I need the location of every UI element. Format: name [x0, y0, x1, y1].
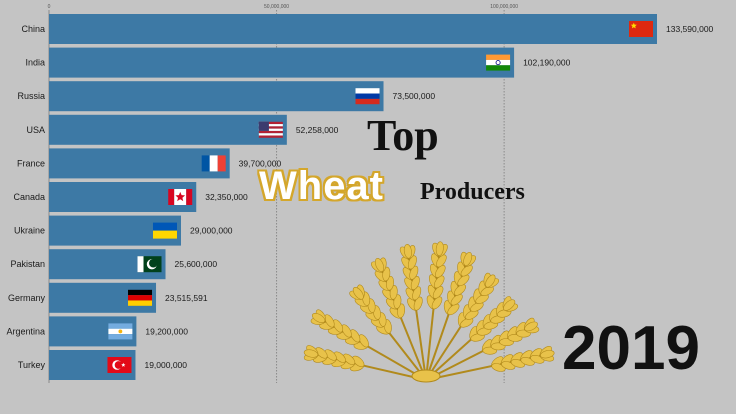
canada-flag-icon	[168, 189, 193, 205]
wheat-grain	[485, 274, 496, 288]
wheat-grain	[324, 314, 335, 328]
bar	[49, 14, 657, 44]
wheat-grain	[352, 287, 364, 300]
wheat-grain	[447, 303, 460, 316]
x-tick-label: 50,000,000	[264, 4, 289, 10]
wheat-grain	[435, 241, 444, 256]
wheat-grain	[407, 255, 417, 270]
ukraine-flag-icon	[152, 222, 177, 239]
value-label: 73,500,000	[393, 91, 436, 101]
category-label: India	[25, 58, 45, 68]
wheat-grain	[453, 284, 467, 296]
wheat-grain	[358, 334, 369, 348]
turkey-flag-icon	[107, 357, 132, 373]
headline-top: Top	[367, 111, 439, 160]
category-label: Russia	[17, 91, 45, 101]
wheat-grain	[435, 264, 446, 278]
value-label: 23,515,591	[165, 293, 208, 303]
argentina-flag-icon	[108, 323, 133, 340]
year-label: 2019	[562, 314, 700, 383]
wheat-grain	[350, 329, 361, 343]
wheat-grain	[333, 351, 346, 363]
category-label: France	[17, 158, 45, 168]
wheat-grain	[475, 294, 489, 304]
wheat-grain	[465, 309, 479, 320]
wheat-grain	[324, 349, 337, 361]
wheat-grain	[410, 276, 420, 290]
wheat-grain	[459, 317, 474, 328]
wheat-grain	[352, 355, 365, 368]
headline-wheat: Wheat	[259, 164, 384, 208]
usa-flag-icon	[258, 121, 283, 138]
wheat-grain	[460, 264, 473, 277]
wheat-grain	[436, 254, 447, 268]
bar	[49, 81, 384, 112]
germany-flag-icon	[128, 289, 153, 306]
wheat-grain	[503, 299, 516, 311]
value-label: 102,190,000	[523, 58, 571, 68]
wheat-grain	[432, 285, 444, 299]
wheat-bundle-icon	[303, 241, 555, 383]
wheat-grain	[431, 296, 443, 310]
wheat-grain	[457, 274, 470, 287]
x-tick-label: 100,000,000	[490, 4, 518, 10]
value-label: 133,590,000	[666, 24, 714, 34]
value-label: 25,600,000	[175, 259, 218, 269]
wheat-grain	[341, 324, 352, 338]
category-label: Canada	[13, 192, 45, 202]
wheat-grain	[413, 296, 423, 311]
category-label: USA	[26, 125, 45, 135]
wheat-grain	[409, 265, 419, 280]
value-label: 29,000,000	[190, 226, 233, 236]
wheat-grain	[374, 258, 385, 272]
headline-producers: Producers	[420, 179, 525, 205]
bar	[49, 47, 515, 78]
china-flag-icon	[629, 21, 653, 37]
wheat-grain	[311, 313, 326, 323]
category-label: Pakistan	[10, 259, 45, 269]
value-label: 19,000,000	[144, 360, 187, 370]
category-label: China	[21, 24, 45, 34]
bar	[49, 114, 287, 145]
wheat-grain	[332, 319, 344, 333]
category-label: Germany	[8, 293, 46, 303]
wheat-grain	[470, 302, 484, 312]
value-label: 52,258,000	[296, 125, 339, 135]
wheat-grain	[403, 244, 412, 259]
wheat-grain	[303, 349, 319, 358]
value-label: 39,700,000	[239, 158, 282, 168]
category-label: Ukraine	[14, 226, 45, 236]
pakistan-flag-icon	[137, 256, 162, 273]
wheat-grain	[480, 286, 494, 296]
wheat-grain	[315, 347, 328, 359]
wheat-grain	[343, 353, 356, 365]
wheat-grain	[433, 275, 445, 289]
wheat-grain	[540, 350, 555, 359]
india-flag-icon	[486, 54, 511, 71]
russia-flag-icon	[355, 88, 380, 105]
wheat-grain	[463, 251, 473, 267]
value-label: 19,200,000	[145, 326, 188, 336]
value-label: 32,350,000	[205, 192, 248, 202]
wheat-grain	[412, 286, 422, 301]
category-label: Argentina	[6, 326, 45, 336]
category-label: Turkey	[18, 360, 46, 370]
wheat-grain	[450, 293, 463, 306]
wheat-grain	[524, 321, 538, 332]
bar	[49, 148, 230, 179]
france-flag-icon	[201, 155, 226, 172]
wheat-tie	[411, 369, 441, 383]
x-tick-label: 0	[48, 4, 51, 10]
